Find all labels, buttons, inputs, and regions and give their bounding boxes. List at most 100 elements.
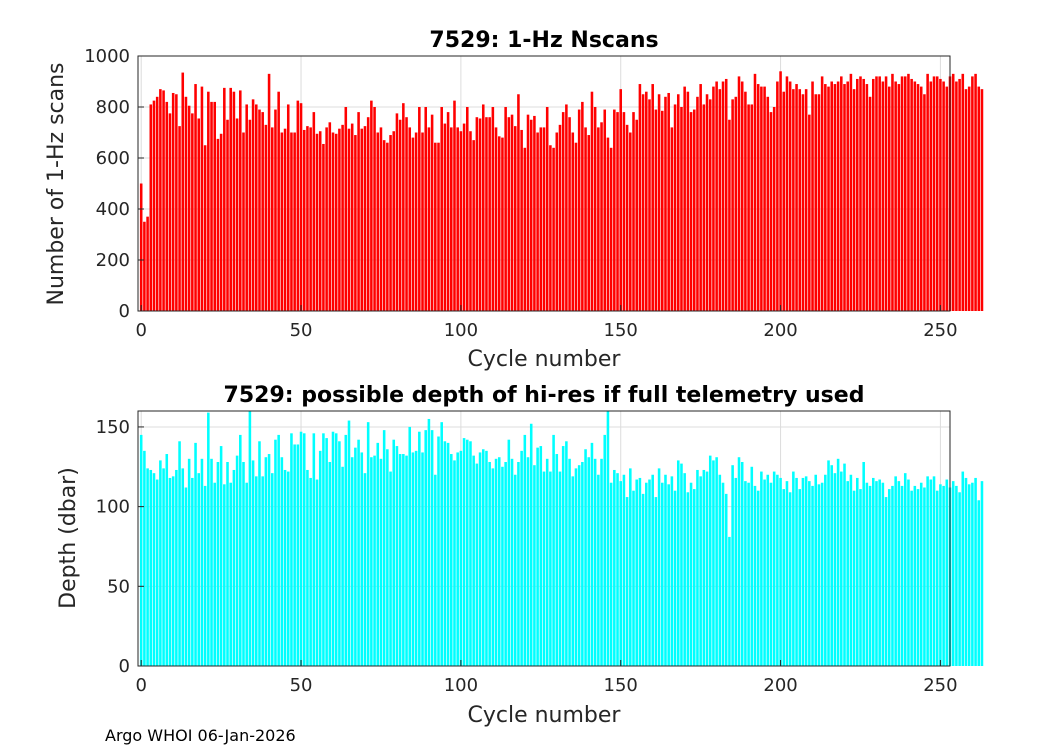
top-bar: [526, 114, 530, 312]
top-bar: [344, 107, 348, 311]
bottom-bars: [139, 411, 984, 666]
top-bar: [545, 107, 549, 311]
top-bar: [891, 73, 894, 311]
bottom-bar: [414, 450, 418, 666]
top-bar: [549, 145, 552, 311]
bottom-bar: [721, 482, 725, 666]
top-bar: [753, 73, 757, 311]
top-bar: [814, 94, 818, 311]
top-bar: [414, 132, 418, 311]
bottom-bar: [229, 482, 232, 666]
top-bar: [402, 103, 405, 311]
top-bar: [625, 124, 629, 311]
top-bar: [919, 86, 923, 311]
top-bar: [593, 107, 597, 311]
bottom-bar: [852, 490, 856, 666]
bottom-bar: [894, 476, 897, 666]
top-bar: [849, 73, 853, 311]
bottom-y-tick-label: 50: [107, 576, 130, 597]
top-bar: [616, 112, 619, 311]
top-bar: [606, 137, 610, 311]
bottom-bar: [577, 465, 581, 666]
top-bar: [939, 78, 942, 311]
bottom-bar: [392, 439, 396, 666]
top-bar: [635, 119, 638, 311]
top-bar: [350, 123, 354, 311]
bottom-bar: [808, 481, 811, 666]
top-bar: [430, 114, 434, 312]
bottom-bar: [507, 439, 511, 666]
bottom-bar: [565, 441, 568, 666]
top-bar: [692, 109, 696, 311]
top-bar: [491, 107, 495, 311]
bottom-bar: [881, 482, 885, 666]
bottom-bar: [590, 442, 594, 666]
top-bar: [696, 96, 699, 311]
bottom-bar: [958, 492, 961, 666]
top-bar: [673, 104, 677, 311]
bottom-bar: [868, 485, 872, 666]
top-bar: [977, 86, 981, 311]
top-bar: [328, 122, 332, 311]
top-bar: [801, 94, 805, 311]
top-bar: [363, 126, 367, 311]
bottom-x-tick-label: 200: [763, 675, 797, 696]
top-bar: [322, 143, 325, 311]
bottom-bar: [430, 430, 434, 666]
bottom-bar: [622, 474, 626, 666]
bottom-bar: [884, 497, 888, 666]
top-bar: [584, 127, 587, 312]
bottom-bar: [200, 458, 204, 666]
top-bar: [488, 117, 491, 311]
bottom-bar: [261, 476, 264, 666]
top-bar: [923, 94, 926, 311]
bottom-bar: [661, 482, 664, 666]
top-bar: [235, 118, 239, 311]
top-bar: [699, 84, 702, 311]
bottom-bar: [683, 473, 686, 666]
top-bar: [181, 72, 185, 311]
bottom-bar: [657, 468, 661, 666]
top-bar: [897, 84, 901, 311]
top-bar: [676, 94, 680, 311]
bottom-bar: [510, 458, 514, 666]
top-bar: [913, 81, 917, 311]
top-bar: [731, 99, 734, 311]
bottom-bar: [350, 457, 354, 666]
top-bar: [865, 84, 869, 311]
top-bar: [462, 123, 466, 311]
bottom-bar: [366, 422, 370, 666]
bottom-bar: [168, 477, 172, 666]
bottom-bar: [804, 476, 808, 666]
top-bar: [792, 89, 795, 312]
top-bar: [437, 142, 440, 311]
bottom-bar: [597, 474, 600, 666]
top-bar: [750, 104, 754, 311]
bottom-bar: [561, 446, 565, 666]
top-bar: [840, 76, 843, 312]
bottom-bar: [341, 466, 344, 666]
top-bar: [302, 129, 306, 311]
top-bar: [661, 110, 664, 311]
top-bar: [871, 78, 875, 311]
top-bar: [843, 84, 846, 311]
top-bar: [239, 90, 242, 311]
bottom-bar: [472, 455, 475, 666]
top-bar: [513, 126, 517, 311]
top-bar: [155, 96, 159, 311]
bottom-ticks: 0 50 100 150 200 250 0 50 100 150: [96, 417, 958, 696]
bottom-x-tick-label: 150: [604, 675, 638, 696]
bottom-bar: [513, 474, 517, 666]
top-bar: [283, 128, 287, 311]
bottom-bar: [919, 482, 923, 666]
bottom-bar: [226, 462, 229, 666]
bottom-bar: [245, 482, 248, 666]
bottom-bar: [740, 462, 744, 666]
top-bar: [664, 96, 667, 311]
bottom-bar: [344, 434, 348, 666]
bottom-bar: [606, 411, 610, 666]
top-bar: [232, 91, 236, 311]
bottom-bar: [453, 460, 456, 666]
top-bar: [651, 84, 654, 311]
bottom-bar: [235, 455, 239, 666]
